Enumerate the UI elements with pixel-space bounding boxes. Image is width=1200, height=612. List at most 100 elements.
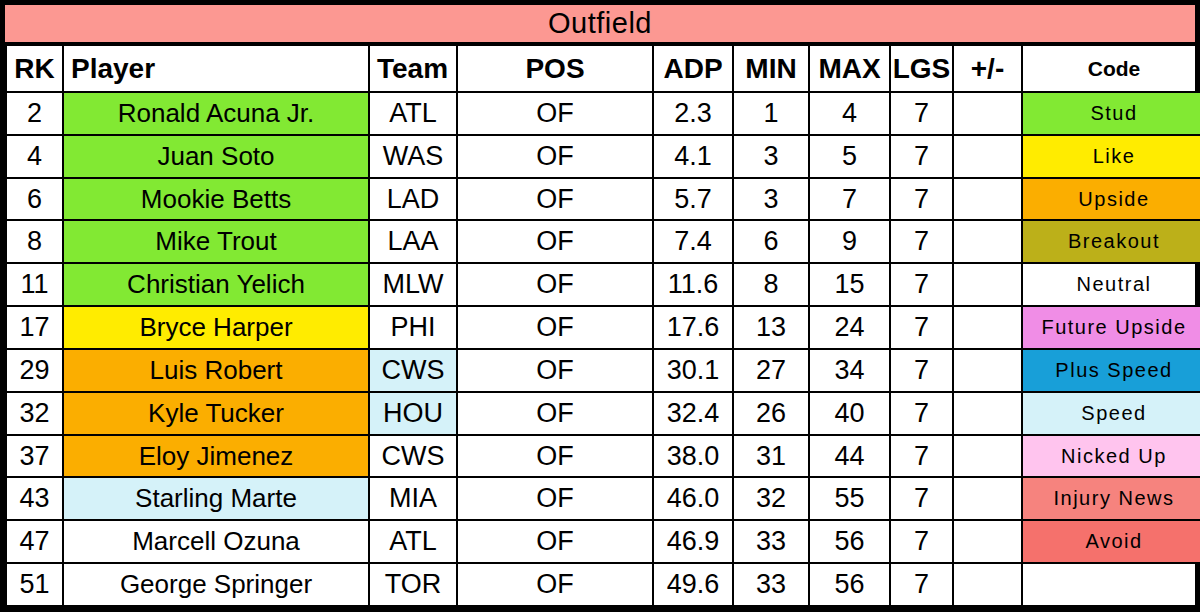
cell-code: Nicked Up [1022, 435, 1200, 478]
cell-plus_minus [953, 563, 1022, 606]
cell-max: 9 [809, 220, 890, 263]
cell-rk: 17 [6, 306, 63, 349]
cell-adp: 32.4 [653, 392, 733, 435]
cell-lgs: 7 [890, 220, 953, 263]
cell-rk: 2 [6, 92, 63, 135]
cell-lgs: 7 [890, 92, 953, 135]
cell-code [1022, 563, 1200, 606]
cell-player: Juan Soto [63, 135, 369, 178]
cell-team: PHI [369, 306, 457, 349]
cell-rk: 11 [6, 263, 63, 306]
cell-code: Like [1022, 135, 1200, 178]
cell-team: LAD [369, 178, 457, 221]
cell-code: Speed [1022, 392, 1200, 435]
cell-plus_minus [953, 263, 1022, 306]
cell-team: ATL [369, 92, 457, 135]
cell-adp: 11.6 [653, 263, 733, 306]
cell-player: George Springer [63, 563, 369, 606]
cell-plus_minus [953, 349, 1022, 392]
cell-max: 15 [809, 263, 890, 306]
cell-max: 40 [809, 392, 890, 435]
cell-min: 8 [733, 263, 809, 306]
cell-lgs: 7 [890, 435, 953, 478]
cell-player: Luis Robert [63, 349, 369, 392]
cell-max: 24 [809, 306, 890, 349]
cell-pos: OF [457, 349, 653, 392]
table-row: 29Luis RobertCWSOF30.127347Plus Speed [6, 349, 1200, 392]
cell-player: Bryce Harper [63, 306, 369, 349]
cell-min: 1 [733, 92, 809, 135]
cell-player: Marcell Ozuna [63, 520, 369, 563]
cell-pos: OF [457, 435, 653, 478]
cell-min: 13 [733, 306, 809, 349]
column-header-player: Player [63, 45, 369, 92]
cell-code: Neutral [1022, 263, 1200, 306]
cell-plus_minus [953, 220, 1022, 263]
cell-min: 32 [733, 477, 809, 520]
table-row: 47Marcell OzunaATLOF46.933567Avoid [6, 520, 1200, 563]
cell-lgs: 7 [890, 349, 953, 392]
cell-max: 5 [809, 135, 890, 178]
cell-plus_minus [953, 392, 1022, 435]
cell-team: CWS [369, 435, 457, 478]
cell-pos: OF [457, 520, 653, 563]
cell-pos: OF [457, 263, 653, 306]
cell-player: Mike Trout [63, 220, 369, 263]
table-row: 8Mike TroutLAAOF7.4697Breakout [6, 220, 1200, 263]
cell-min: 33 [733, 563, 809, 606]
cell-rk: 32 [6, 392, 63, 435]
cell-adp: 7.4 [653, 220, 733, 263]
cell-min: 3 [733, 135, 809, 178]
cell-pos: OF [457, 220, 653, 263]
cell-lgs: 7 [890, 392, 953, 435]
cell-rk: 6 [6, 178, 63, 221]
column-header-team: Team [369, 45, 457, 92]
cell-adp: 4.1 [653, 135, 733, 178]
cell-plus_minus [953, 306, 1022, 349]
cell-plus_minus [953, 135, 1022, 178]
cell-max: 56 [809, 563, 890, 606]
cell-team: TOR [369, 563, 457, 606]
table-title: Outfield [5, 5, 1195, 44]
table-row: 51George SpringerTOROF49.633567 [6, 563, 1200, 606]
column-header-plus_minus: +/- [953, 45, 1022, 92]
cell-max: 44 [809, 435, 890, 478]
cell-team: HOU [369, 392, 457, 435]
cell-plus_minus [953, 477, 1022, 520]
cell-rk: 47 [6, 520, 63, 563]
cell-plus_minus [953, 178, 1022, 221]
cell-player: Starling Marte [63, 477, 369, 520]
cell-team: MIA [369, 477, 457, 520]
cell-max: 55 [809, 477, 890, 520]
cell-lgs: 7 [890, 520, 953, 563]
cell-player: Christian Yelich [63, 263, 369, 306]
rankings-grid: RKPlayerTeamPOSADPMINMAXLGS+/-Code 2Rona… [5, 44, 1200, 607]
cell-plus_minus [953, 92, 1022, 135]
cell-min: 6 [733, 220, 809, 263]
cell-max: 7 [809, 178, 890, 221]
cell-max: 56 [809, 520, 890, 563]
cell-adp: 46.9 [653, 520, 733, 563]
cell-rk: 4 [6, 135, 63, 178]
table-row: 37Eloy JimenezCWSOF38.031447Nicked Up [6, 435, 1200, 478]
cell-pos: OF [457, 306, 653, 349]
cell-team: MLW [369, 263, 457, 306]
cell-code: Plus Speed [1022, 349, 1200, 392]
cell-pos: OF [457, 92, 653, 135]
table-row: 6Mookie BettsLADOF5.7377Upside [6, 178, 1200, 221]
cell-rk: 43 [6, 477, 63, 520]
cell-team: WAS [369, 135, 457, 178]
cell-lgs: 7 [890, 477, 953, 520]
cell-adp: 17.6 [653, 306, 733, 349]
cell-team: ATL [369, 520, 457, 563]
cell-pos: OF [457, 135, 653, 178]
cell-pos: OF [457, 392, 653, 435]
column-header-code: Code [1022, 45, 1200, 92]
cell-player: Kyle Tucker [63, 392, 369, 435]
cell-player: Ronald Acuna Jr. [63, 92, 369, 135]
cell-lgs: 7 [890, 178, 953, 221]
table-row: 43Starling MarteMIAOF46.032557Injury New… [6, 477, 1200, 520]
header-row: RKPlayerTeamPOSADPMINMAXLGS+/-Code [6, 45, 1200, 92]
cell-max: 4 [809, 92, 890, 135]
cell-adp: 5.7 [653, 178, 733, 221]
